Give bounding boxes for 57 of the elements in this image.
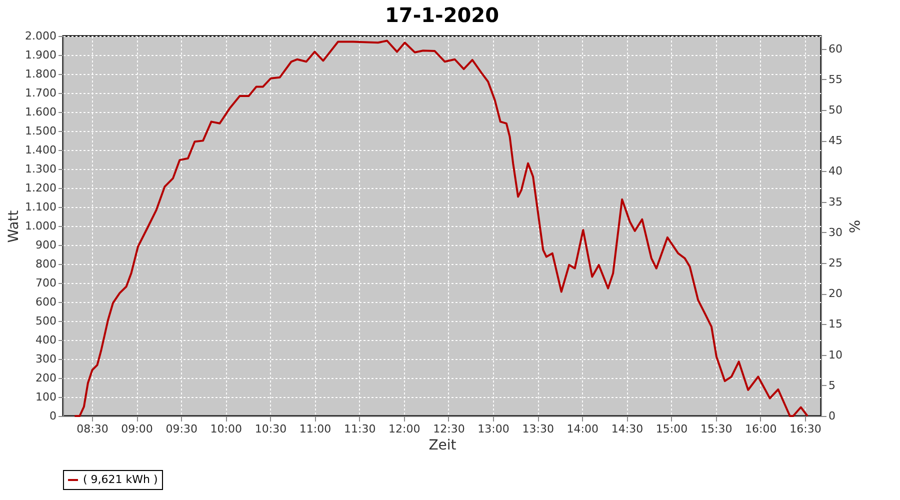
y2-tick-label: 5 [828, 378, 836, 392]
y2-tick-label: 20 [828, 287, 842, 300]
x-tick-label: 12:30 [433, 422, 465, 436]
y2-tick-label: 55 [828, 72, 842, 86]
y-tick-label: 1.000 [25, 220, 56, 232]
y-tick-label: 1.900 [25, 48, 56, 62]
x-tick-label: 11:30 [344, 422, 376, 436]
x-tick-label: 08:30 [76, 422, 108, 436]
x-tick-label: 15:00 [656, 422, 688, 436]
y-tick-label: 300 [36, 352, 56, 366]
y2-axis-title: % [845, 220, 862, 234]
x-tick-label: 13:30 [522, 422, 554, 436]
y2-tick-label: 10 [828, 348, 842, 362]
y2-tick-label: 15 [828, 318, 842, 331]
y-axis-title: Watt [6, 210, 22, 243]
y2-tick-label: 40 [828, 164, 842, 178]
line-series [74, 40, 808, 417]
y-tick-label: 1.400 [25, 144, 56, 156]
x-tick-label: 10:00 [210, 422, 242, 436]
y-tick-label: 1.200 [25, 182, 56, 194]
x-tick-label: 13:00 [478, 422, 510, 436]
y-tick-label: 0 [50, 410, 56, 422]
y-tick-label: 1.800 [25, 68, 56, 80]
y-tick-label: 600 [36, 296, 56, 308]
x-tick-label: 12:00 [388, 422, 420, 436]
y-tick-label: 900 [36, 238, 56, 252]
x-tick-label: 14:00 [566, 422, 598, 436]
x-tick-label: 14:30 [611, 422, 644, 436]
chart-title: 17-1-2020 [384, 3, 500, 27]
y-tick-label: 100 [36, 390, 56, 404]
y-tick-label: 400 [36, 334, 56, 346]
x-tick-label: 11:00 [299, 422, 332, 436]
x-axis-title: Zeit [428, 438, 457, 454]
y2-tick-label: 30 [828, 226, 842, 239]
y2-tick-label: 25 [828, 256, 842, 270]
y2-tick-label: 35 [828, 195, 842, 208]
y-tick-label: 1.600 [25, 106, 56, 118]
y-tick-label: 200 [36, 372, 56, 384]
x-tick-label: 09:30 [166, 422, 198, 436]
x-tick-label: 16:00 [745, 422, 777, 436]
y-tick-label: 2.000 [25, 30, 56, 42]
x-tick-label: 09:00 [121, 422, 153, 436]
x-tick-label: 15:30 [700, 422, 732, 436]
legend-label: ( 9,621 kWh ) [83, 473, 158, 486]
x-tick-label: 16:30 [790, 422, 822, 436]
y2-tick-label: 60 [828, 42, 842, 56]
y-tick-label: 1.500 [25, 124, 56, 138]
y2-tick-label: 0 [828, 410, 836, 422]
y-tick-label: 800 [36, 258, 56, 270]
y-tick-label: 500 [36, 314, 56, 328]
y2-tick-label: 45 [828, 134, 842, 148]
x-tick-label: 10:30 [254, 422, 287, 436]
y2-tick-label: 50 [828, 104, 842, 117]
y-tick-label: 1.700 [25, 86, 56, 100]
y-tick-label: 700 [36, 276, 56, 290]
y-tick-label: 1.100 [25, 200, 56, 214]
y-tick-label: 1.300 [25, 162, 56, 176]
